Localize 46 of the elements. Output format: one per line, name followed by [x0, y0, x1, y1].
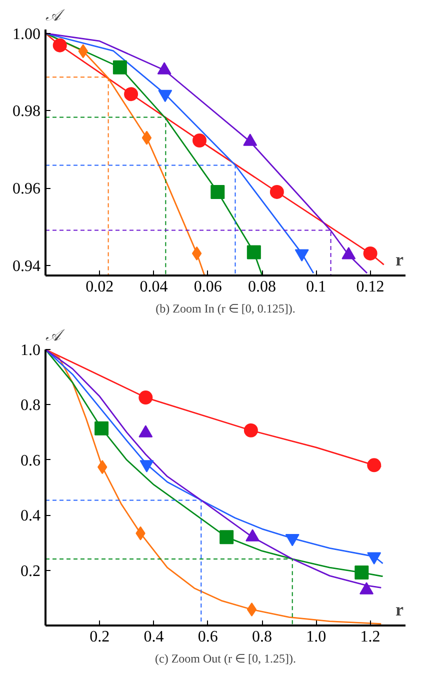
y-tick-label: 0.98 [12, 103, 40, 120]
x-tick-label: 0.02 [86, 278, 114, 296]
y-tick-label: 0.8 [20, 397, 40, 414]
y-tick-label: 0.4 [20, 508, 40, 525]
x-tick-label: 0.6 [198, 628, 218, 646]
point [138, 390, 153, 405]
y-tick-label: 0.96 [12, 180, 40, 198]
x-tick-label: 1.2 [360, 628, 380, 646]
point [192, 134, 207, 148]
point [363, 246, 378, 260]
point [354, 566, 369, 580]
point [142, 130, 152, 145]
line-series [46, 32, 263, 276]
point [367, 458, 382, 472]
point [270, 184, 284, 199]
y-tick-label: 1.00 [12, 26, 40, 43]
x-tick-label: 1.0 [306, 628, 326, 646]
x-tick-label: 0.4 [144, 628, 164, 646]
x-tick-label: 0.8 [252, 628, 272, 646]
text: (c) Zoom Out (r ∈ [0, 1.25]). [155, 652, 296, 666]
y-tick-label: 0.94 [12, 258, 40, 275]
text: (b) Zoom In (r ∈ [0, 0.125]). [156, 302, 296, 316]
y-tick-label: 0.6 [20, 452, 40, 470]
x-tick-label: 0.08 [248, 278, 276, 296]
point [112, 60, 127, 74]
line-series [46, 32, 314, 274]
y-tick-label: 0.2 [20, 562, 40, 580]
y-tick-label: 1.0 [20, 342, 40, 359]
x-tick-label: 0.04 [140, 278, 168, 296]
point [192, 246, 202, 260]
point [210, 184, 225, 199]
point [94, 421, 109, 436]
x-axis-title: r [396, 600, 404, 620]
point [246, 602, 257, 616]
point [52, 38, 67, 52]
point [124, 87, 138, 102]
point [244, 423, 258, 438]
x-tick-label: 0.12 [356, 278, 384, 296]
x-tick-label: 0.1 [306, 278, 326, 296]
x-tick-label: 0.06 [194, 278, 222, 296]
point [246, 245, 261, 260]
x-tick-label: 0.2 [90, 628, 110, 646]
point [220, 530, 234, 544]
x-axis-title: r [396, 250, 404, 270]
y-axis-title: 𝒜 [46, 8, 66, 24]
y-axis-title: 𝒜 [46, 328, 66, 344]
